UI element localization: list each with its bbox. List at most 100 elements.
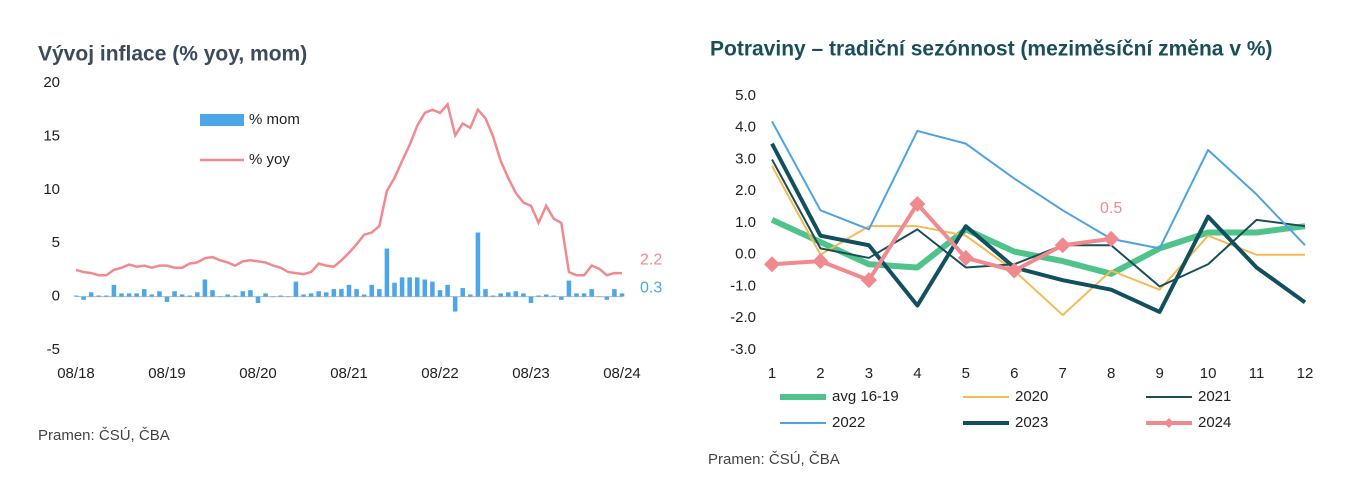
chart-title: Potraviny – tradiční sezónnost (meziměsí…	[710, 38, 1273, 61]
bar	[604, 296, 610, 300]
x-tick-label: 4	[913, 365, 921, 382]
y-tick-label: -2.0	[730, 309, 756, 326]
x-tick-label: 12	[1297, 365, 1314, 382]
bar	[566, 280, 572, 297]
x-tick-label: 5	[962, 365, 970, 382]
bar	[498, 293, 503, 297]
bar	[475, 232, 481, 297]
bar	[104, 295, 109, 297]
legend-label: 2022	[832, 414, 865, 431]
legend-swatch	[200, 114, 244, 126]
source-note: Pramen: ČSÚ, ČBA	[38, 427, 170, 444]
legend-label: avg 16-19	[832, 388, 899, 405]
bar	[551, 295, 557, 297]
bar	[468, 294, 473, 297]
bar	[361, 294, 367, 297]
marker	[812, 253, 829, 270]
bar	[111, 284, 117, 297]
bar	[574, 293, 579, 297]
x-tick-label: 08/19	[148, 365, 186, 382]
annotation: 2.2	[640, 251, 662, 268]
x-tick-label: 08/24	[603, 365, 641, 382]
bar	[187, 295, 193, 297]
bar	[445, 284, 450, 297]
bar	[293, 281, 299, 297]
x-tick-label: 08/18	[57, 365, 95, 382]
bar	[543, 294, 549, 297]
annotation: 0.5	[1100, 200, 1122, 217]
y-tick-label: 5	[52, 234, 60, 251]
annotation: 0.3	[640, 280, 662, 297]
x-tick-label: 6	[1010, 365, 1018, 382]
bar	[323, 292, 329, 297]
legend-label: % yoy	[249, 151, 290, 168]
y-tick-label: 5.0	[735, 87, 756, 104]
source-note: Pramen: ČSÚ, ČBA	[708, 451, 840, 468]
bar	[513, 291, 519, 297]
y-tick-label: 1.0	[735, 214, 756, 231]
bar	[134, 293, 139, 297]
line	[771, 165, 1305, 317]
y-tick-label: 0	[52, 288, 60, 305]
y-tick-label: -5	[47, 341, 60, 358]
y-tick-label: 4.0	[735, 119, 756, 136]
marker	[1006, 262, 1023, 279]
bar	[316, 291, 321, 297]
bar	[490, 295, 496, 297]
bar	[232, 295, 238, 297]
bar	[119, 293, 124, 297]
bar	[157, 291, 162, 297]
x-tick-label: 08/21	[330, 365, 368, 382]
y-tick-label: -3.0	[730, 341, 756, 358]
bar	[225, 294, 230, 297]
bar	[270, 296, 276, 298]
y-tick-label: 2.0	[735, 182, 756, 199]
bar	[248, 290, 253, 297]
x-tick-label: 2	[816, 365, 824, 382]
bar	[240, 291, 246, 297]
chart-title: Vývoj inflace (% yoy, mom)	[38, 43, 307, 66]
y-tick-label: 15	[43, 127, 60, 144]
legend-label: % mom	[249, 111, 300, 128]
bar	[559, 296, 564, 300]
bar	[422, 279, 428, 297]
y-tick-label: 20	[43, 74, 60, 91]
marker	[957, 249, 974, 266]
x-tick-label: 11	[1249, 365, 1265, 382]
marker	[1103, 230, 1120, 247]
x-tick-label: 1	[768, 365, 776, 382]
legend-label: 2024	[1198, 414, 1231, 431]
marker	[909, 195, 926, 212]
x-tick-label: 8	[1107, 365, 1115, 382]
x-tick-label: 08/23	[512, 365, 550, 382]
bar	[596, 296, 602, 298]
bar	[536, 295, 541, 297]
bar	[195, 292, 200, 297]
bar	[286, 296, 291, 298]
bar	[149, 294, 155, 297]
bar	[581, 293, 587, 297]
bar	[619, 293, 625, 297]
bar	[377, 289, 382, 297]
bar	[172, 291, 177, 297]
bar	[346, 284, 352, 297]
line	[771, 120, 1306, 250]
x-tick-label: 08/22	[421, 365, 459, 382]
bar	[452, 296, 458, 312]
bar	[141, 289, 147, 297]
legend-marker	[1164, 418, 1174, 428]
legend-label: 2023	[1015, 414, 1048, 431]
bar	[399, 277, 405, 297]
x-tick-label: 9	[1155, 365, 1163, 382]
bar	[301, 294, 306, 297]
bar	[217, 296, 223, 298]
bar	[202, 279, 208, 297]
marker	[764, 256, 780, 273]
bar	[263, 293, 268, 297]
bar	[354, 289, 359, 297]
bar	[483, 289, 488, 297]
x-tick-label: 08/20	[239, 365, 277, 382]
y-tick-label: 3.0	[735, 150, 756, 167]
